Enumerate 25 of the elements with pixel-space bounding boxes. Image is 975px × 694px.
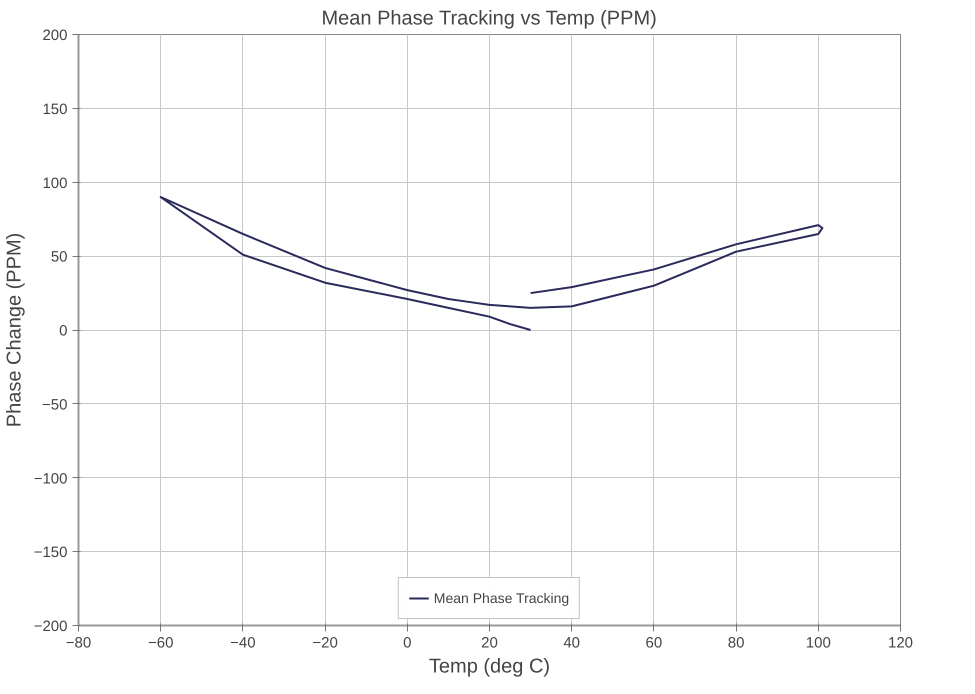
x-tick-label: 20	[481, 634, 498, 652]
x-tick-label: −80	[66, 634, 92, 652]
y-tick-label: 200	[42, 27, 68, 44]
x-tick-label: 0	[403, 634, 412, 652]
y-tick-label: −50	[42, 396, 68, 414]
x-tick-label: −60	[148, 634, 174, 652]
y-tick-label: −200	[34, 618, 68, 635]
y-tick-label: 0	[59, 322, 68, 340]
x-tick-label: 100	[806, 634, 831, 652]
x-tick-label: 60	[646, 634, 662, 652]
x-tick-label: 120	[888, 634, 914, 652]
y-tick-label: −150	[34, 544, 68, 562]
y-tick-label: 100	[42, 174, 68, 192]
x-tick-label: −20	[312, 634, 338, 652]
x-axis-title: Temp (deg C)	[428, 656, 550, 678]
y-tick-label: 50	[50, 248, 68, 266]
chart-title: Mean Phase Tracking vs Temp (PPM)	[321, 8, 657, 30]
y-axis-title: Phase Change (PPM)	[4, 232, 26, 428]
x-tick-label: −40	[230, 634, 256, 652]
line-series	[160, 196, 824, 331]
y-tick-label: 150	[42, 100, 68, 118]
x-tick-label: 80	[728, 634, 744, 652]
y-tick-label: −100	[34, 470, 68, 488]
legend-label: Mean Phase Tracking	[434, 590, 570, 606]
x-tick-label: 40	[563, 634, 580, 652]
